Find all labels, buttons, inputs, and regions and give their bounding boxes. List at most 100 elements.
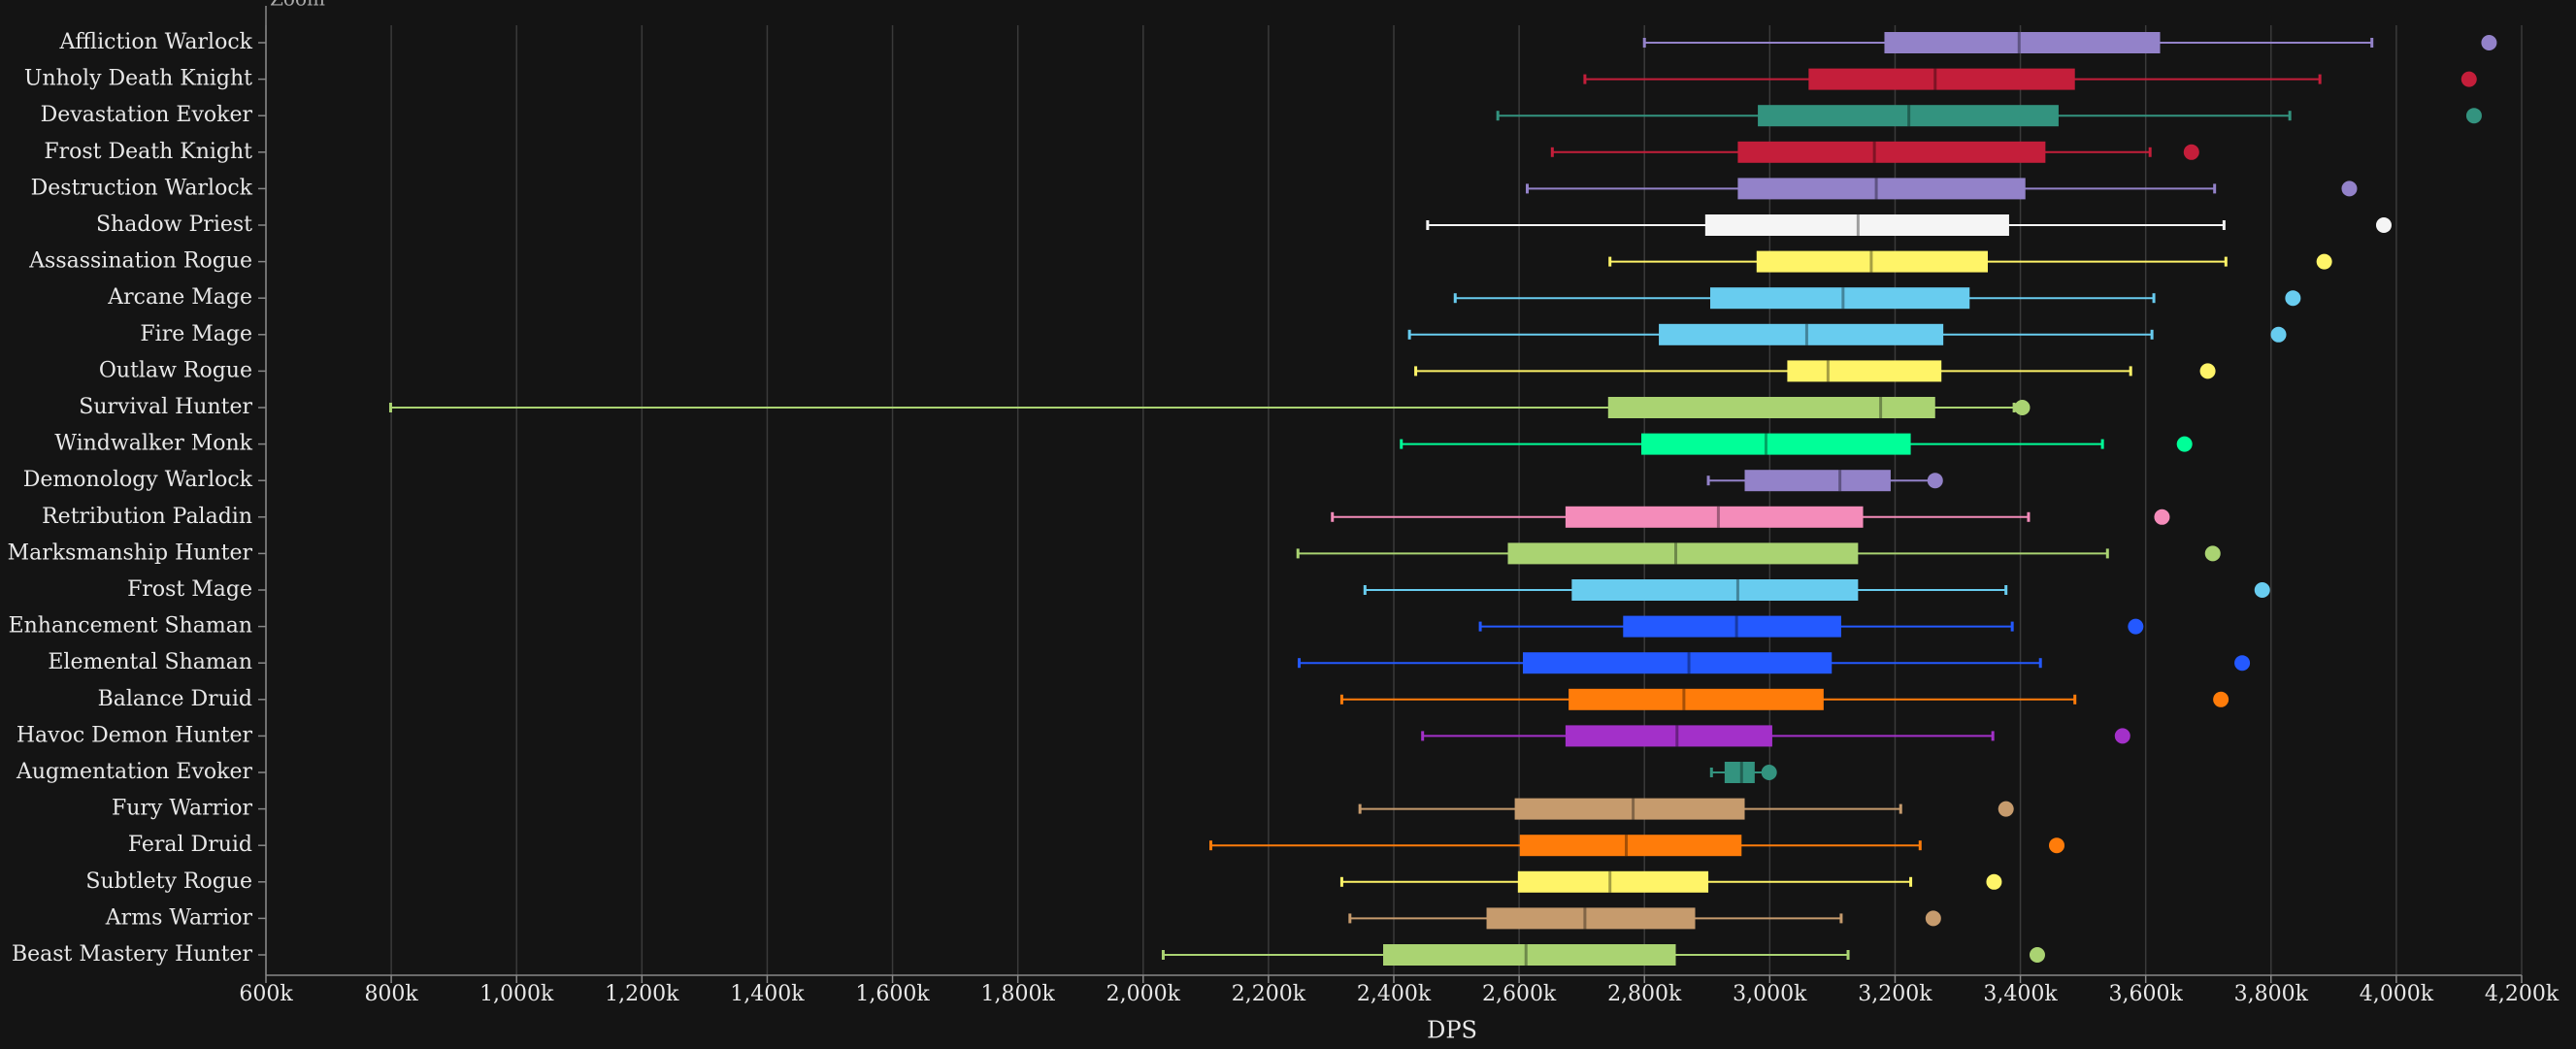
y-tick-label: Subtlety Rogue [85, 869, 252, 894]
max-point [2029, 947, 2045, 963]
box [1737, 141, 2046, 163]
max-point [1761, 765, 1777, 780]
max-point [2128, 618, 2144, 635]
box [1710, 287, 1970, 310]
box [1724, 762, 1755, 783]
box [1756, 250, 1988, 273]
max-point [2341, 180, 2358, 197]
x-tick-label: 4,200k [2485, 982, 2559, 1006]
x-tick-label: 3,800k [2234, 982, 2309, 1006]
max-point [1925, 910, 1941, 927]
y-tick-label: Frost Mage [127, 577, 252, 602]
max-point [2114, 728, 2130, 744]
max-point [2316, 253, 2332, 270]
x-tick-label: 1,800k [981, 982, 1056, 1006]
y-tick-label: Arcane Mage [107, 285, 252, 310]
y-tick-label: Assassination Rogue [28, 249, 252, 274]
zoom-label[interactable]: Zoom [270, 0, 325, 11]
box [1565, 725, 1772, 747]
box [1758, 105, 2059, 127]
x-tick-label: 3,400k [1983, 982, 2058, 1006]
y-tick-label: Beast Mastery Hunter [12, 942, 253, 967]
x-tick-label: 2,400k [1357, 982, 1432, 1006]
y-tick-label: Shadow Priest [96, 213, 252, 237]
max-point [2154, 508, 2170, 525]
x-tick-label: 4,000k [2360, 982, 2434, 1006]
y-tick-label: Balance Druid [98, 687, 252, 711]
y-tick-label: Arms Warrior [105, 905, 253, 930]
box [1565, 506, 1864, 528]
max-point [2213, 691, 2229, 707]
y-tick-label: Fire Mage [140, 322, 252, 346]
box [1507, 542, 1859, 565]
box [1640, 433, 1911, 455]
x-tick-label: 1,000k [479, 982, 554, 1006]
max-point [2204, 545, 2221, 562]
y-tick-label: Havoc Demon Hunter [17, 723, 253, 747]
x-tick-label: 2,800k [1607, 982, 1682, 1006]
box [1569, 688, 1824, 710]
box [1884, 32, 2161, 53]
box [1571, 579, 1859, 601]
x-tick-label: 1,600k [855, 982, 930, 1006]
box [1517, 870, 1709, 893]
max-point [2375, 217, 2392, 233]
max-point [1998, 801, 2014, 817]
max-point [2465, 108, 2482, 124]
max-point [2481, 35, 2497, 50]
box [1486, 907, 1696, 930]
box [1607, 397, 1935, 418]
box [1383, 944, 1676, 966]
x-tick-label: 2,200k [1232, 982, 1306, 1006]
box [1737, 178, 2026, 200]
y-tick-label: Survival Hunter [79, 395, 252, 419]
max-point [2234, 655, 2251, 672]
box [1704, 214, 2009, 236]
y-tick-label: Affliction Warlock [59, 30, 253, 54]
x-tick-label: 3,200k [1858, 982, 1932, 1006]
box [1623, 615, 1841, 638]
y-tick-label: Windwalker Monk [54, 432, 252, 456]
y-tick-label: Destruction Warlock [31, 176, 253, 200]
x-axis-label: DPS [1427, 1017, 1477, 1044]
max-point [2199, 363, 2216, 379]
x-tick-label: 3,000k [1733, 982, 1807, 1006]
box [1659, 323, 1944, 345]
y-tick-label: Frost Death Knight [44, 140, 252, 164]
x-tick-label: 3,600k [2109, 982, 2184, 1006]
max-point [2014, 400, 2031, 415]
y-tick-label: Feral Druid [128, 833, 252, 857]
max-point [1986, 873, 2002, 890]
max-point [2183, 144, 2199, 160]
x-tick-label: 1,400k [730, 982, 805, 1006]
max-point [2048, 837, 2064, 854]
max-point [2254, 582, 2270, 598]
max-point [1927, 473, 1943, 489]
y-tick-label: Elemental Shaman [48, 650, 252, 674]
y-tick-label: Devastation Evoker [41, 103, 253, 127]
max-point [2270, 326, 2287, 343]
max-point [2285, 290, 2301, 307]
y-tick-label: Marksmanship Hunter [8, 541, 253, 565]
x-tick-label: 2,600k [1482, 982, 1557, 1006]
box [1519, 835, 1742, 857]
y-tick-label: Unholy Death Knight [24, 67, 252, 91]
box [1514, 798, 1745, 820]
box [1522, 652, 1833, 674]
y-tick-label: Augmentation Evoker [16, 760, 253, 784]
y-tick-label: Fury Warrior [112, 797, 253, 821]
y-tick-label: Demonology Warlock [23, 468, 253, 492]
x-tick-label: 600k [239, 982, 293, 1006]
x-tick-label: 2,000k [1106, 982, 1181, 1006]
y-tick-label: Retribution Paladin [42, 505, 252, 529]
y-tick-label: Outlaw Rogue [99, 358, 252, 382]
box [1808, 68, 2075, 90]
box [1787, 360, 1942, 382]
x-tick-label: 1,200k [605, 982, 679, 1006]
y-tick-label: Enhancement Shaman [9, 614, 252, 639]
max-point [2176, 436, 2193, 452]
max-point [2460, 71, 2477, 87]
box [1744, 470, 1891, 492]
